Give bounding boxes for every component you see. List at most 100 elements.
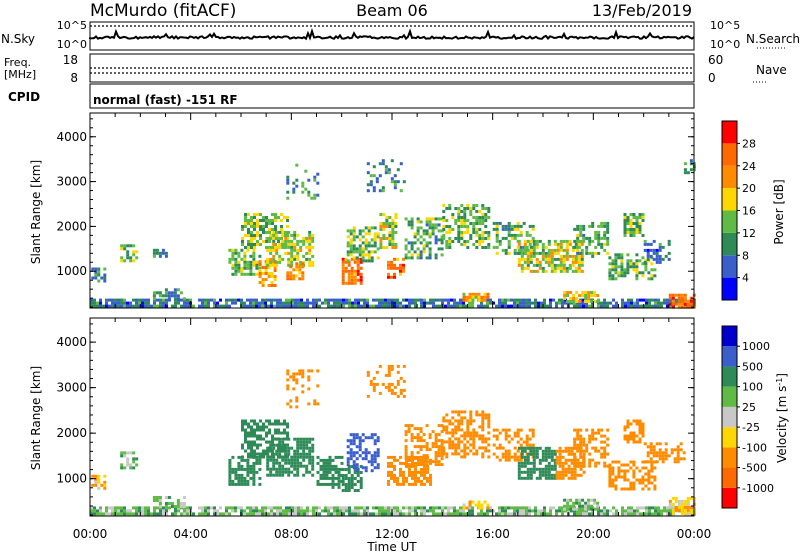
data-cell bbox=[161, 251, 165, 255]
data-cell bbox=[393, 263, 396, 267]
data-cell bbox=[642, 298, 645, 302]
data-cell bbox=[487, 237, 491, 240]
data-cell bbox=[298, 268, 302, 272]
data-cell bbox=[410, 439, 414, 443]
data-cell bbox=[324, 506, 327, 510]
data-cell bbox=[280, 225, 283, 228]
data-cell bbox=[550, 263, 554, 267]
data-cell bbox=[244, 222, 247, 225]
data-cell bbox=[420, 455, 423, 459]
data-cell bbox=[612, 512, 615, 516]
data-cell bbox=[378, 391, 382, 395]
data-cell bbox=[120, 466, 124, 470]
data-cell bbox=[177, 301, 180, 305]
data-cell bbox=[559, 245, 563, 249]
data-cell bbox=[265, 216, 268, 219]
data-cell bbox=[345, 298, 348, 302]
data-cell bbox=[516, 449, 520, 453]
data-cell bbox=[526, 263, 530, 267]
data-cell bbox=[641, 262, 645, 266]
colorbar-tick-label: 100 bbox=[742, 381, 763, 394]
data-cell bbox=[404, 463, 408, 467]
data-cell bbox=[590, 498, 594, 502]
data-cell bbox=[237, 467, 241, 471]
data-cell bbox=[316, 402, 320, 406]
data-cell bbox=[416, 220, 420, 224]
data-cell bbox=[378, 506, 381, 510]
data-cell bbox=[680, 505, 684, 509]
data-cell bbox=[608, 262, 612, 266]
data-cell bbox=[534, 301, 537, 305]
data-cell bbox=[97, 477, 101, 481]
data-cell bbox=[346, 463, 350, 467]
data-cell bbox=[432, 509, 435, 513]
data-cell bbox=[366, 370, 370, 374]
data-cell bbox=[600, 245, 604, 249]
data-cell bbox=[120, 244, 124, 248]
data-cell bbox=[237, 479, 241, 483]
data-cell bbox=[287, 437, 291, 441]
data-cell bbox=[608, 478, 612, 482]
data-cell bbox=[300, 301, 303, 305]
data-cell bbox=[573, 461, 577, 465]
data-cell bbox=[416, 439, 420, 443]
data-cell bbox=[341, 257, 345, 261]
data-cell bbox=[345, 509, 348, 513]
data-cell bbox=[225, 304, 228, 308]
data-cell bbox=[273, 275, 277, 278]
data-cell bbox=[570, 446, 574, 450]
data-cell bbox=[597, 224, 601, 228]
data-cell bbox=[391, 219, 395, 222]
data-cell bbox=[579, 446, 583, 450]
data-cell bbox=[364, 454, 368, 458]
data-cell bbox=[167, 291, 171, 295]
data-cell bbox=[396, 458, 399, 462]
data-cell bbox=[297, 298, 300, 302]
data-cell bbox=[450, 298, 453, 302]
data-cell bbox=[639, 506, 642, 510]
data-cell bbox=[632, 228, 636, 231]
data-cell bbox=[434, 235, 438, 239]
data-cell bbox=[680, 502, 684, 506]
data-cell bbox=[90, 506, 93, 510]
data-cell bbox=[423, 464, 426, 468]
data-cell bbox=[517, 251, 521, 255]
data-cell bbox=[520, 449, 524, 453]
data-cell bbox=[614, 256, 618, 260]
data-cell bbox=[581, 507, 585, 511]
data-cell bbox=[390, 159, 394, 163]
data-cell bbox=[234, 506, 237, 510]
data-cell bbox=[301, 271, 305, 275]
data-cell bbox=[573, 455, 577, 459]
data-cell bbox=[390, 367, 394, 371]
data-cell bbox=[425, 241, 429, 245]
data-cell bbox=[349, 451, 353, 455]
data-cell bbox=[566, 507, 570, 511]
data-cell bbox=[246, 479, 250, 483]
data-cell bbox=[328, 458, 332, 462]
data-cell bbox=[550, 266, 554, 270]
data-cell bbox=[363, 301, 366, 305]
data-cell bbox=[186, 304, 189, 308]
data-cell bbox=[261, 266, 265, 269]
data-cell bbox=[90, 298, 93, 302]
data-cell bbox=[629, 487, 633, 491]
data-cell bbox=[429, 301, 432, 305]
data-cell bbox=[276, 512, 279, 516]
data-cell bbox=[266, 446, 270, 450]
data-cell bbox=[240, 476, 244, 480]
data-cell bbox=[347, 263, 351, 267]
data-cell bbox=[361, 433, 365, 437]
data-cell bbox=[620, 256, 624, 260]
data-cell bbox=[388, 216, 392, 219]
data-cell bbox=[457, 240, 461, 243]
data-cell bbox=[279, 512, 282, 516]
data-cell bbox=[510, 304, 513, 308]
data-cell bbox=[293, 437, 297, 441]
data-cell bbox=[629, 437, 633, 441]
data-cell bbox=[253, 216, 256, 219]
noise-left-tick-bottom: 10^0 bbox=[57, 38, 87, 51]
data-cell bbox=[402, 394, 406, 398]
data-cell bbox=[486, 509, 489, 513]
data-cell bbox=[247, 228, 250, 231]
